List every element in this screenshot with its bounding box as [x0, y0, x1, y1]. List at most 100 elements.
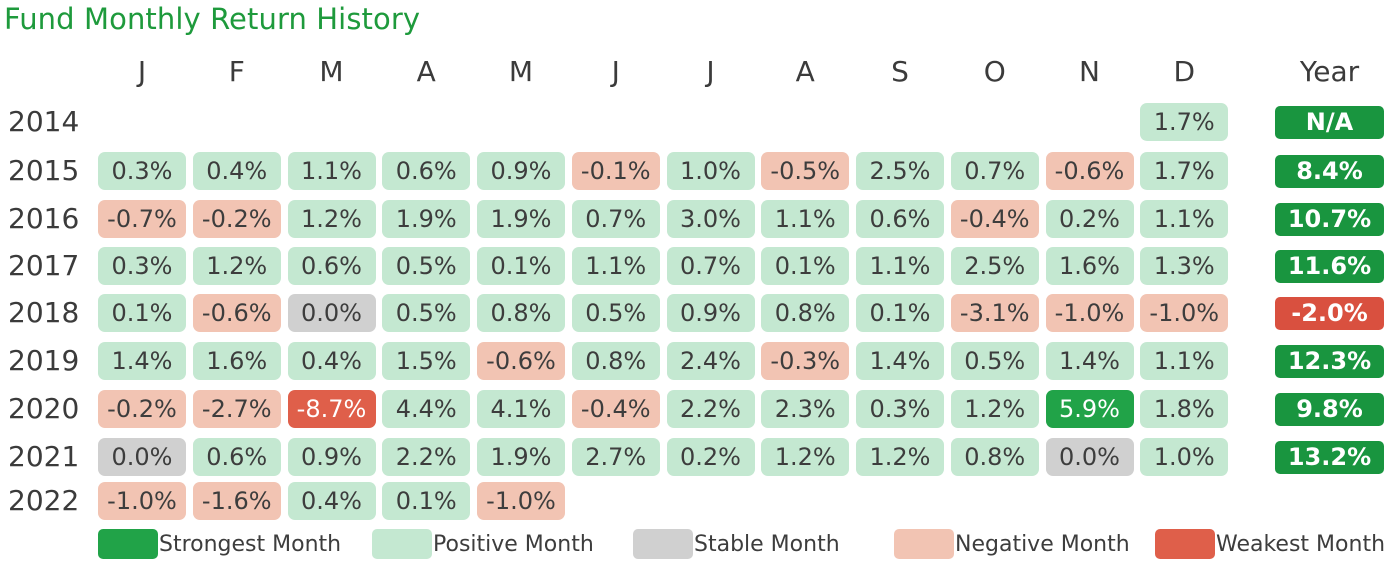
month-header: F — [228, 55, 245, 88]
month-header: S — [891, 55, 909, 88]
month-cell: -0.2% — [98, 390, 186, 428]
year-label: 2022 — [8, 484, 80, 517]
month-cell: 2.4% — [666, 342, 755, 380]
month-cell: 0.9% — [287, 438, 376, 476]
month-cell: 0.5% — [382, 247, 471, 285]
month-header: O — [983, 55, 1006, 88]
annual-return-cell: 8.4% — [1275, 155, 1384, 188]
month-cell: 0.7% — [666, 247, 755, 285]
month-cell: 0.8% — [477, 294, 565, 332]
month-cell: 3.0% — [666, 200, 755, 238]
month-cell: 1.9% — [477, 200, 565, 238]
month-cell: 1.6% — [1045, 247, 1134, 285]
legend-swatch-weakest — [1155, 529, 1215, 559]
month-header: M — [319, 55, 344, 88]
month-cell: -0.6% — [477, 342, 565, 380]
month-cell: -1.0% — [1140, 294, 1229, 332]
annual-return-cell: -2.0% — [1275, 297, 1384, 330]
annual-return-cell: N/A — [1275, 106, 1384, 139]
legend-swatch-negative — [894, 529, 954, 559]
month-cell: -0.4% — [950, 200, 1039, 238]
chart-title: Fund Monthly Return History — [4, 2, 421, 36]
month-cell: 0.3% — [98, 247, 186, 285]
month-cell: 0.1% — [761, 247, 850, 285]
month-cell: 1.1% — [571, 247, 660, 285]
month-cell: -0.6% — [1045, 152, 1134, 190]
month-cell: -1.0% — [98, 482, 186, 520]
month-cell: 1.2% — [950, 390, 1039, 428]
month-cell: 0.8% — [571, 342, 660, 380]
month-cell: 0.8% — [761, 294, 850, 332]
month-cell: 0.0% — [1045, 438, 1134, 476]
month-cell: 1.4% — [1045, 342, 1134, 380]
month-cell: 0.9% — [477, 152, 565, 190]
month-cell: 0.5% — [571, 294, 660, 332]
annual-return-cell: 9.8% — [1275, 393, 1384, 426]
month-cell: 0.4% — [287, 482, 376, 520]
month-cell: 1.0% — [666, 152, 755, 190]
month-header: A — [795, 55, 815, 88]
month-cell: 1.9% — [477, 438, 565, 476]
month-cell: -0.2% — [192, 200, 281, 238]
year-label: 2016 — [8, 202, 80, 235]
month-cell: -1.0% — [1045, 294, 1134, 332]
month-cell: 0.4% — [287, 342, 376, 380]
month-cell: -2.7% — [192, 390, 281, 428]
month-cell: 2.2% — [382, 438, 471, 476]
month-cell: 0.0% — [98, 438, 186, 476]
month-cell: 1.1% — [1140, 342, 1229, 380]
month-cell: 1.6% — [192, 342, 281, 380]
month-cell: 0.3% — [856, 390, 944, 428]
month-header: N — [1079, 55, 1100, 88]
month-cell: 0.1% — [477, 247, 565, 285]
month-cell: 0.8% — [950, 438, 1039, 476]
month-cell: 1.1% — [287, 152, 376, 190]
month-cell: 4.4% — [382, 390, 471, 428]
month-cell: -8.7% — [287, 390, 376, 428]
annual-return-cell: 12.3% — [1275, 345, 1384, 378]
month-header: A — [416, 55, 436, 88]
month-cell: 1.0% — [1140, 438, 1229, 476]
month-cell: 1.2% — [761, 438, 850, 476]
month-cell: 5.9% — [1045, 390, 1134, 428]
month-cell: 0.1% — [856, 294, 944, 332]
annual-return-cell: 13.2% — [1275, 441, 1384, 474]
month-header: J — [611, 55, 620, 88]
month-cell: 0.1% — [382, 482, 471, 520]
month-cell: -0.3% — [761, 342, 850, 380]
legend-label-positive: Positive Month — [433, 532, 594, 557]
month-cell: 0.6% — [192, 438, 281, 476]
month-cell: 2.7% — [571, 438, 660, 476]
month-cell: 2.5% — [950, 247, 1039, 285]
month-cell: 1.1% — [1140, 200, 1229, 238]
month-cell: 2.5% — [856, 152, 944, 190]
month-cell: 0.6% — [856, 200, 944, 238]
month-cell: 2.3% — [761, 390, 850, 428]
month-cell: 0.5% — [950, 342, 1039, 380]
month-cell: 1.2% — [287, 200, 376, 238]
month-cell: 1.5% — [382, 342, 471, 380]
month-cell: -1.0% — [477, 482, 565, 520]
month-cell: 1.2% — [856, 438, 944, 476]
month-header: M — [508, 55, 534, 88]
month-cell: 2.2% — [666, 390, 755, 428]
month-cell: 0.1% — [98, 294, 186, 332]
month-cell: 0.6% — [287, 247, 376, 285]
month-cell: -0.5% — [761, 152, 850, 190]
month-cell: 1.9% — [382, 200, 471, 238]
year-label: 2017 — [8, 249, 80, 282]
month-cell: 1.1% — [761, 200, 850, 238]
month-cell: 1.8% — [1140, 390, 1229, 428]
legend-swatch-stable — [633, 529, 693, 559]
month-cell: -0.1% — [571, 152, 660, 190]
annual-return-cell: 10.7% — [1275, 203, 1384, 236]
legend-label-stable: Stable Month — [694, 532, 840, 557]
year-label: 2021 — [8, 440, 80, 473]
month-cell: 0.9% — [666, 294, 755, 332]
month-cell: 0.4% — [192, 152, 281, 190]
month-cell: 1.4% — [98, 342, 186, 380]
year-label: 2019 — [8, 344, 80, 377]
month-cell: -1.6% — [192, 482, 281, 520]
month-cell: 0.2% — [666, 438, 755, 476]
